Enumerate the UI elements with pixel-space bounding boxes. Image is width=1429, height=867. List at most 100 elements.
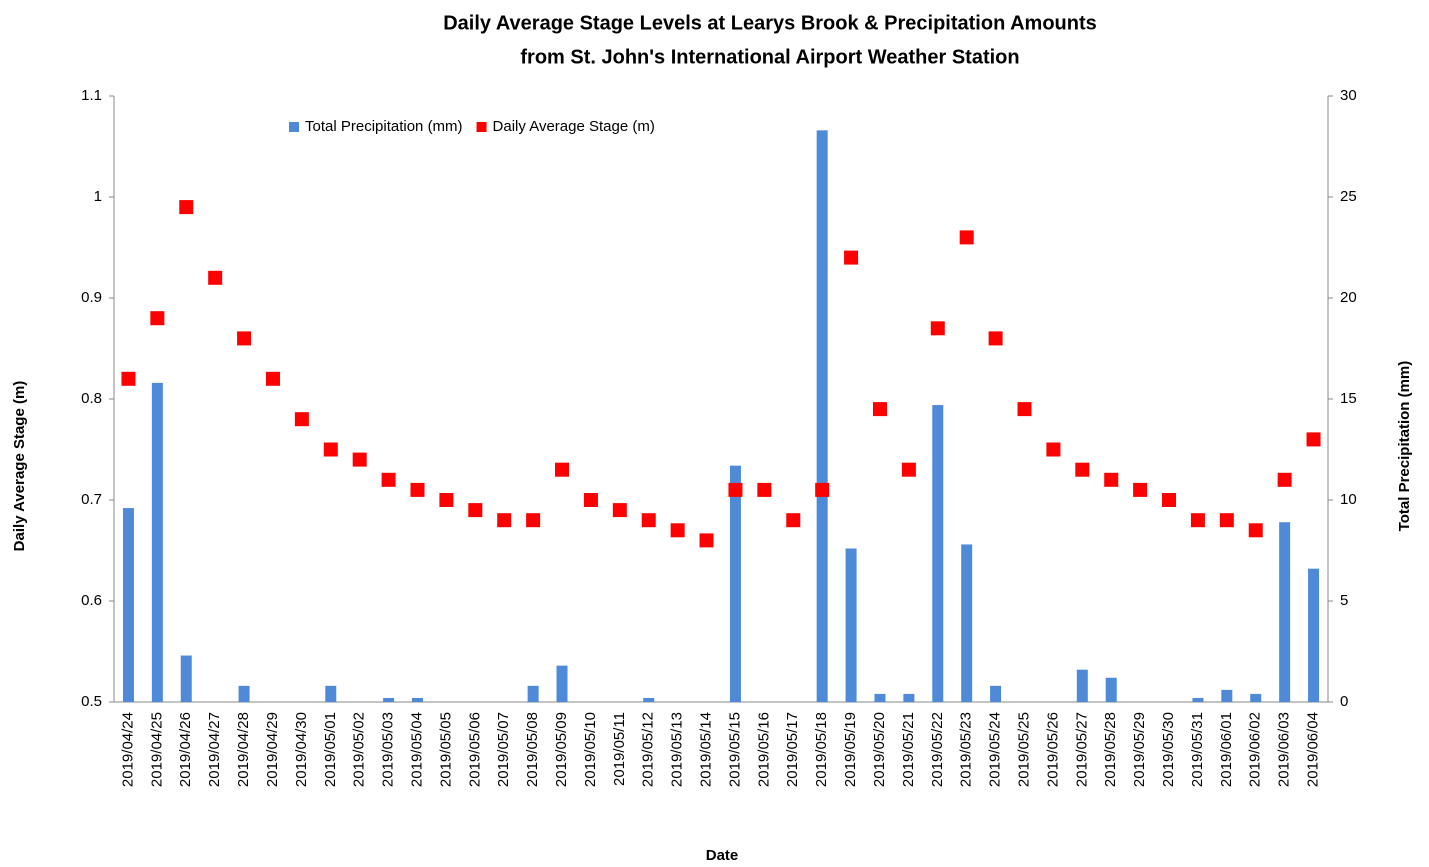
- marker: [208, 270, 223, 285]
- bar: [643, 697, 655, 702]
- x-tick-label: 2019/05/25: [1015, 712, 1032, 787]
- marker: [1306, 432, 1321, 447]
- marker: [468, 503, 483, 518]
- x-tick-label: 2019/05/13: [669, 712, 686, 787]
- marker: [555, 462, 570, 477]
- x-tick-label: 2019/04/30: [293, 712, 310, 787]
- bar: [1105, 677, 1117, 702]
- x-tick-label: 2019/05/12: [640, 712, 657, 787]
- legend-swatch: [289, 122, 299, 132]
- marker: [583, 493, 598, 507]
- x-tick-label: 2019/05/08: [524, 712, 541, 787]
- x-tick-label: 2019/04/29: [264, 712, 281, 787]
- bar: [903, 693, 915, 702]
- marker: [728, 482, 743, 497]
- bar: [527, 685, 539, 702]
- marker: [1248, 523, 1263, 538]
- x-tick-label: 2019/05/20: [871, 712, 888, 787]
- marker: [1133, 482, 1148, 497]
- marker: [410, 482, 425, 497]
- x-tick-label: 2019/05/30: [1160, 712, 1177, 787]
- bar: [1250, 693, 1262, 702]
- bar: [932, 405, 944, 702]
- marker: [439, 493, 454, 507]
- marker: [179, 200, 194, 215]
- y-tick-label: 0.5: [81, 693, 102, 710]
- bar: [816, 130, 828, 703]
- bar: [151, 382, 163, 702]
- marker: [121, 371, 136, 386]
- x-tick-label: 2019/05/18: [813, 712, 830, 787]
- bar: [238, 685, 250, 702]
- legend-swatch: [476, 122, 487, 132]
- marker: [497, 513, 512, 528]
- y2-tick-label: 20: [1340, 289, 1357, 306]
- x-tick-label: 2019/05/29: [1131, 712, 1148, 787]
- x-tick-label: 2019/06/04: [1305, 712, 1322, 787]
- marker: [901, 462, 916, 477]
- marker: [150, 311, 165, 326]
- bar: [1308, 568, 1320, 702]
- x-tick-label: 2019/05/15: [726, 712, 743, 787]
- x-tick-label: 2019/05/07: [495, 712, 512, 787]
- marker: [526, 513, 541, 528]
- x-tick-label: 2019/05/11: [611, 712, 628, 786]
- marker: [786, 513, 801, 528]
- x-tick-label: 2019/05/16: [755, 712, 772, 787]
- marker: [323, 442, 338, 457]
- bar: [1279, 522, 1291, 702]
- x-tick-label: 2019/05/31: [1189, 712, 1206, 787]
- x-tick-label: 2019/05/26: [1044, 712, 1061, 787]
- x-tick-label: 2019/05/01: [322, 712, 339, 787]
- y-tick-label: 1: [94, 188, 102, 205]
- x-tick-label: 2019/05/28: [1102, 712, 1119, 787]
- bar: [325, 685, 337, 702]
- marker: [1277, 472, 1292, 487]
- x-tick-label: 2019/06/02: [1247, 712, 1264, 787]
- legend-label: Daily Average Stage (m): [493, 118, 655, 135]
- y-axis-title: Daily Average Stage (m): [11, 381, 28, 552]
- marker: [641, 513, 656, 528]
- x-tick-label: 2019/05/24: [987, 712, 1004, 787]
- marker: [1190, 513, 1205, 528]
- y-tick-label: 0.7: [81, 491, 102, 508]
- x-tick-label: 2019/05/27: [1073, 712, 1090, 787]
- x-tick-label: 2019/05/23: [958, 712, 975, 787]
- x-tick-label: 2019/05/02: [351, 712, 368, 787]
- x-tick-label: 2019/05/09: [553, 712, 570, 787]
- bar: [122, 508, 134, 702]
- y2-tick-label: 10: [1340, 491, 1357, 508]
- y2-tick-label: 5: [1340, 592, 1348, 609]
- marker: [815, 482, 830, 497]
- x-tick-label: 2019/05/21: [900, 712, 917, 787]
- bar: [1076, 669, 1088, 702]
- y2-tick-label: 0: [1340, 693, 1348, 710]
- marker: [265, 371, 280, 386]
- marker: [352, 452, 367, 467]
- x-tick-label: 2019/04/24: [119, 712, 136, 787]
- x-tick-label: 2019/05/10: [582, 712, 599, 787]
- marker: [1075, 462, 1090, 477]
- bar: [845, 548, 857, 702]
- bar: [1221, 689, 1233, 702]
- x-tick-label: 2019/04/27: [206, 712, 223, 787]
- marker: [237, 331, 252, 346]
- marker: [1046, 442, 1061, 457]
- marker: [670, 523, 685, 538]
- marker: [872, 402, 887, 417]
- x-tick-label: 2019/04/28: [235, 712, 252, 787]
- marker: [988, 331, 1003, 346]
- marker: [1219, 513, 1234, 528]
- chart-title: from St. John's International Airport We…: [520, 46, 1019, 68]
- marker: [294, 412, 309, 427]
- bar: [556, 665, 568, 702]
- legend-label: Total Precipitation (mm): [305, 118, 463, 135]
- marker: [381, 472, 396, 487]
- bar: [180, 655, 192, 702]
- x-tick-label: 2019/05/05: [437, 712, 454, 787]
- x-tick-label: 2019/06/01: [1218, 712, 1235, 787]
- x-tick-label: 2019/05/19: [842, 712, 859, 787]
- bar: [874, 693, 886, 702]
- y2-axis-title: Total Precipitation (mm): [1396, 361, 1413, 532]
